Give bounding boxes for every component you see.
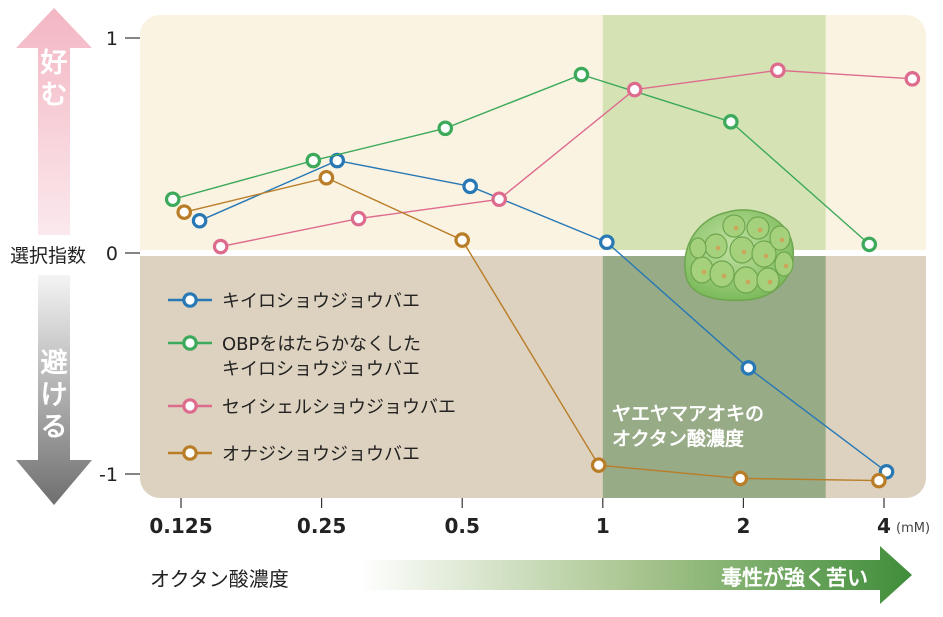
data-point — [599, 234, 615, 251]
data-point — [350, 210, 367, 227]
preference-arrow-up: 好む — [16, 8, 92, 235]
avoidance-arrow-down: 避ける — [16, 275, 92, 505]
y-tick-0: 0 — [106, 243, 118, 265]
data-point — [590, 457, 607, 473]
legend-item: キイロショウジョウバエ — [168, 291, 420, 312]
x-tick-label: 1 — [596, 514, 610, 538]
data-point — [462, 178, 478, 195]
data-point — [861, 236, 878, 253]
legend-label: オナジショウジョウバエ — [222, 444, 420, 465]
x-tick-label: 4 — [877, 514, 891, 538]
legend-item: OBPをはたらかなくしたキイロショウジョウバエ — [168, 334, 421, 380]
x-tick-label: 0.25 — [297, 514, 346, 538]
series-layer — [164, 62, 921, 489]
zero-separator — [140, 250, 926, 256]
y-axis: 1 0 -1 選択指数 — [10, 28, 140, 486]
highlight-region-top — [602, 15, 826, 250]
x-tick-label: 2 — [736, 514, 750, 538]
berry-illustration — [684, 209, 794, 302]
legend-label: キイロショウジョウバエ — [222, 291, 420, 312]
avoid-label: 避ける — [41, 347, 68, 443]
data-point — [437, 120, 454, 137]
legend-label: OBPをはたらかなくしたキイロショウジョウバエ — [222, 334, 421, 380]
data-point — [770, 62, 786, 79]
plot-area — [140, 15, 926, 498]
series-line — [199, 159, 887, 473]
legend-item: セイシェルショウジョウバエ — [168, 397, 456, 418]
data-point — [318, 169, 335, 186]
prefer-label: 好む — [40, 48, 68, 111]
toxicity-label: 毒性が強く苦い — [721, 566, 868, 590]
data-point — [740, 360, 757, 376]
data-point — [723, 114, 739, 130]
y-tick-minus-1: -1 — [99, 464, 118, 486]
x-tick-label: 0.125 — [149, 514, 212, 538]
series-3 — [212, 62, 921, 255]
x-axis: 0.125 0.25 0.5 1 2 4 — [149, 498, 891, 538]
series-line — [184, 177, 879, 482]
x-axis-label: オクタン酸濃度 — [150, 567, 289, 591]
series-1 — [191, 152, 895, 480]
legend-label: セイシェルショウジョウバエ — [222, 397, 456, 418]
data-point — [454, 232, 470, 248]
data-point — [904, 71, 921, 87]
x-axis-unit: (mM) — [896, 521, 930, 536]
y-axis-label: 選択指数 — [10, 245, 86, 267]
toxicity-arrow: 毒性が強く苦い — [360, 546, 912, 604]
legend: キイロショウジョウバエ OBPをはたらかなくしたキイロショウジョウバエセイシェルシ… — [168, 291, 456, 465]
series-4 — [176, 169, 887, 489]
series-line — [220, 69, 913, 248]
data-point — [212, 238, 229, 255]
data-point — [491, 191, 507, 208]
series-line — [172, 73, 870, 245]
data-point — [732, 470, 749, 487]
x-tick-label: 0.5 — [444, 514, 479, 538]
data-point — [191, 212, 208, 229]
positive-region — [140, 15, 926, 253]
highlight-region-label: ヤエヤマアオキのオクタン酸濃度 — [612, 403, 764, 450]
data-point — [573, 66, 590, 83]
data-point — [305, 152, 322, 169]
legend-item: オナジショウジョウバエ — [168, 444, 420, 465]
data-point — [871, 472, 887, 489]
series-2 — [164, 66, 878, 253]
data-point — [176, 204, 193, 220]
data-point — [164, 191, 181, 208]
y-tick-1: 1 — [106, 28, 118, 50]
data-point — [626, 81, 643, 98]
